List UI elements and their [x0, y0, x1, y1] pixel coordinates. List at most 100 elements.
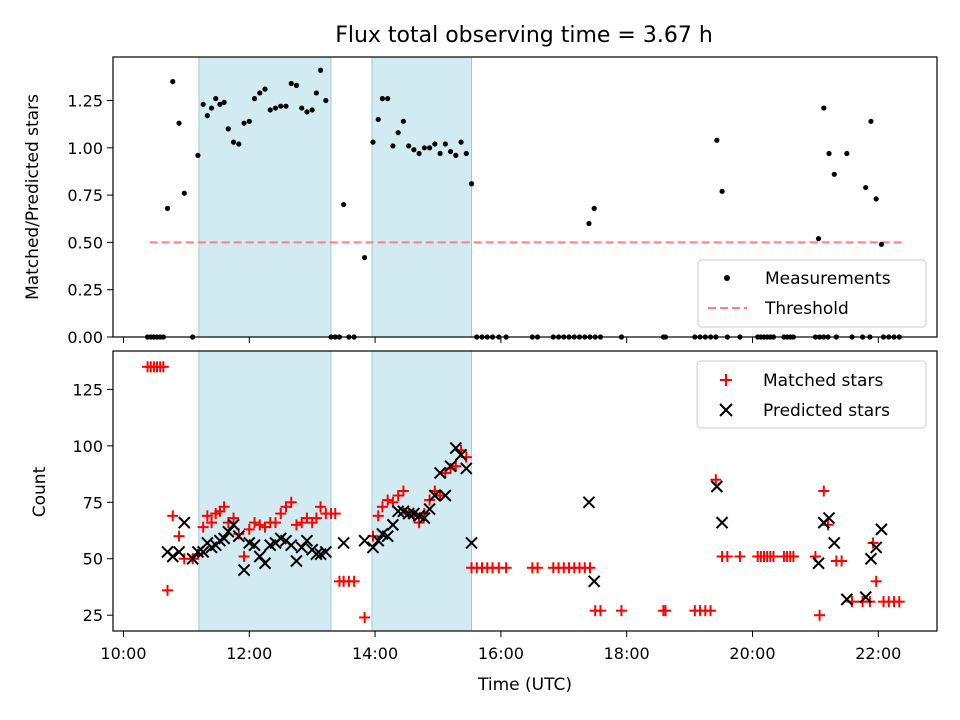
top-panel: 0.00 0.25 0.50 0.75 1.00 1.25 Matched/Predict…: [23, 56, 938, 347]
measurement-point: [458, 139, 464, 145]
x-tick-label: 20:00: [729, 644, 775, 663]
measurement-point: [826, 150, 832, 157]
matched-star-point: [450, 460, 462, 472]
predicted-star-point: [715, 516, 729, 529]
matched-star-point: [734, 550, 746, 562]
measurement-point: [463, 150, 469, 157]
measurement-point: [267, 107, 273, 113]
matched-star-point: [218, 501, 230, 513]
measurement-point: [257, 90, 263, 96]
predicted-star-point: [418, 511, 431, 525]
matched-star-point: [201, 510, 213, 522]
measurement-point: [375, 116, 381, 123]
predicted-star-point: [402, 507, 415, 520]
matched-star-point: [710, 474, 722, 486]
predicted-star-point: [465, 536, 478, 550]
matched-star-point: [382, 494, 394, 506]
measurement-point: [236, 141, 242, 147]
predicted-star-point: [386, 518, 400, 532]
bottom-legend: Matched stars Predicted stars: [696, 360, 927, 429]
predicted-star-point: [166, 550, 179, 563]
measurement-point: [225, 126, 231, 132]
measurement-point: [370, 139, 376, 145]
top-legend-box: [697, 259, 927, 328]
measurement-point: [323, 97, 329, 104]
matched-star-point: [893, 596, 905, 608]
chart-title: Flux total observing time = 3.67 h: [335, 23, 713, 48]
matched-star-point: [787, 550, 799, 562]
y-tick-label: 0.75: [67, 186, 103, 205]
bottom-panel: 25 50 75 100 125 10:00 12:00 14:00 16:00 18:00 20:…: [30, 350, 938, 695]
measurement-point: [170, 78, 176, 85]
measurement-point: [453, 152, 459, 158]
matched-star-point: [359, 611, 371, 623]
predicted-star-point: [310, 548, 323, 561]
measurement-point: [176, 120, 182, 126]
matched-star-point: [836, 555, 848, 567]
measurement-point: [406, 143, 412, 149]
matched-star-point: [329, 508, 341, 520]
matched-star-point: [290, 519, 302, 531]
matched-star-point: [315, 501, 327, 513]
y-tick-label: 0.25: [67, 281, 103, 300]
legend-measurements-label: Measurements: [765, 269, 891, 289]
measurement-point: [317, 67, 324, 73]
measurement-point: [863, 184, 869, 191]
predicted-star-point: [248, 538, 261, 552]
bottom-highlight-bands: [198, 350, 472, 632]
measurement-point: [208, 105, 215, 111]
highlight-band: [198, 56, 332, 338]
predicted-star-point: [840, 593, 854, 606]
measurement-point: [278, 103, 284, 109]
predicted-star-point: [381, 529, 394, 543]
matched-star-point: [767, 550, 779, 562]
legend-matched-marker: [720, 374, 732, 386]
bottom-axis-ticks: 25 50 75 100 125 10:00 12:00 14:00 16:00 18:00 20:…: [72, 380, 901, 663]
x-tick-label: 22:00: [855, 644, 901, 663]
predicted-star-point: [859, 590, 872, 604]
top-y-axis-label: Matched/Predicted stars: [23, 94, 43, 300]
measurement-point: [217, 101, 223, 107]
measurement-point: [241, 120, 247, 126]
predicted-star-point: [217, 532, 231, 545]
y-tick-label: 25: [83, 606, 103, 625]
bottom-plot-frame: [112, 350, 938, 632]
measurement-point: [288, 80, 294, 87]
measurement-point: [437, 150, 443, 157]
predicted-star-point: [366, 541, 380, 554]
measurement-point: [468, 181, 475, 187]
predicted-star-point: [710, 480, 724, 493]
predicted-star-point: [319, 545, 333, 559]
measurement-point: [873, 196, 879, 202]
y-tick-label: 125: [72, 380, 103, 399]
matched-star-point: [249, 517, 261, 529]
predicted-star-point: [253, 550, 266, 563]
predicted-star-point: [391, 505, 405, 518]
matched-star-point: [206, 517, 218, 529]
matched-star-point: [372, 510, 384, 522]
predicted-star-point: [295, 541, 308, 554]
matched-star-point: [594, 605, 606, 617]
top-legend: Measurements Threshold: [697, 259, 927, 328]
predicted-star-point: [433, 466, 447, 480]
matched-star-point: [584, 562, 596, 574]
y-tick-label: 75: [83, 493, 103, 512]
bottom-legend-box: [696, 360, 927, 429]
measurement-point: [341, 201, 347, 208]
measurement-point: [815, 236, 822, 242]
measurement-point: [272, 105, 279, 111]
measurement-point: [200, 101, 206, 107]
legend-predicted-marker: [719, 403, 733, 417]
predicted-star-point: [227, 518, 240, 532]
legend-predicted-label: Predicted stars: [763, 401, 890, 421]
matched-star-point: [243, 523, 255, 535]
matched-star-point: [434, 490, 446, 502]
predicted-star-point: [178, 516, 191, 529]
matched-star-point: [157, 361, 169, 373]
predicted-star-point: [454, 448, 468, 462]
predicted-star-point: [428, 489, 442, 502]
predicted-star-point: [372, 534, 385, 547]
x-tick-label: 10:00: [100, 644, 146, 663]
measurement-point: [246, 118, 252, 124]
